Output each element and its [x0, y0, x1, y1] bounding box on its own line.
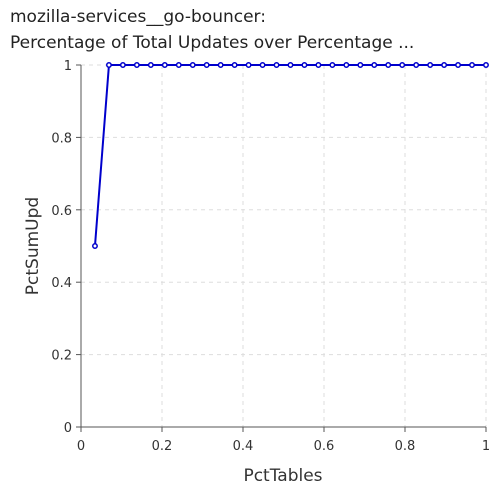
data-point [203, 62, 210, 68]
y-axis-label: PctSumUpd [23, 197, 43, 295]
data-point [133, 62, 140, 68]
data-point [245, 62, 252, 68]
data-point [287, 62, 294, 68]
series-line [93, 64, 486, 247]
data-point [189, 62, 196, 68]
data-point [105, 62, 112, 68]
tick-labels: 0 0.2 0.4 0.6 0.8 1 0 0.2 0.4 0.6 0.8 1 [51, 59, 490, 454]
y-tick-label: 0.2 [51, 349, 72, 364]
data-point [357, 62, 364, 68]
x-tick-label: 0.4 [233, 439, 254, 454]
x-tick-label: 0.2 [152, 439, 173, 454]
data-point [315, 62, 322, 68]
data-point [161, 62, 168, 68]
data-point [469, 62, 475, 68]
data-point [175, 62, 182, 68]
data-point [455, 62, 462, 68]
data-point [92, 243, 98, 249]
data-point [119, 62, 126, 68]
data-point [385, 62, 392, 68]
data-point [371, 62, 378, 68]
data-point [399, 62, 406, 68]
x-tick-label: 1 [482, 439, 490, 454]
data-point [147, 62, 154, 68]
data-point [413, 62, 420, 68]
data-point [441, 62, 448, 68]
series-layer [92, 62, 489, 249]
data-point [483, 62, 489, 68]
y-tick-label: 0 [64, 421, 72, 436]
y-tick-label: 0.8 [51, 131, 72, 146]
data-point [427, 62, 434, 68]
y-tick-label: 0.6 [51, 204, 72, 219]
chart-title-line-2: Percentage of Total Updates over Percent… [10, 33, 415, 53]
grid-layer [81, 64, 487, 427]
data-point [301, 62, 308, 68]
data-point [343, 62, 350, 68]
data-point [217, 62, 224, 68]
data-point [273, 62, 280, 68]
data-point [259, 62, 266, 68]
chart-title-line-1: mozilla-services__go-bouncer: [10, 7, 266, 27]
x-tick-label: 0.8 [395, 439, 416, 454]
data-point [231, 62, 238, 68]
data-point [329, 62, 336, 68]
y-tick-label: 0.4 [51, 276, 72, 291]
x-tick-label: 0 [77, 439, 85, 454]
x-axis-label: PctTables [243, 466, 322, 486]
axis-layer [76, 64, 487, 432]
x-tick-label: 0.6 [314, 439, 335, 454]
y-tick-label: 1 [64, 59, 72, 74]
